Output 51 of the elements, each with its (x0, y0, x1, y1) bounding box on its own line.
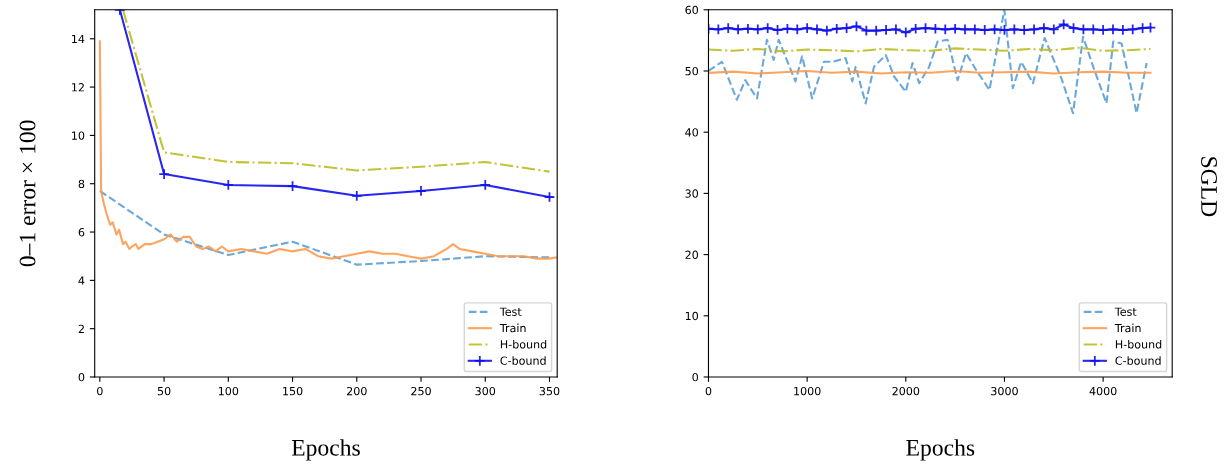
legend-label: Train (499, 323, 526, 333)
legend-label: C-bound (500, 356, 546, 365)
legend-label: H-bound (500, 339, 547, 349)
x-tick-label: 300 (475, 386, 496, 396)
legend-label: H-bound (1115, 339, 1162, 349)
legend-label: Test (499, 307, 522, 316)
line-series (121, 9, 551, 173)
point (479, 179, 492, 191)
point (415, 185, 427, 197)
y-tick-label: 30 (685, 189, 699, 198)
point (222, 179, 235, 191)
y-tick-label: 60 (685, 5, 699, 15)
x-tick-label: 200 (346, 386, 367, 396)
y-tick-label: 20 (685, 250, 699, 259)
point (351, 190, 363, 202)
y-tick-label: 0 (78, 372, 85, 382)
y-tick-label: 8 (78, 179, 85, 189)
legend-label: Test (1114, 307, 1137, 316)
x-tick-label: 100 (218, 386, 239, 396)
y-tick-label: 10 (685, 311, 699, 321)
y-tick-label: 0 (692, 372, 699, 382)
y-tick-label: 14 (72, 34, 85, 43)
line-series (98, 189, 551, 266)
y-tick-label: 40 (685, 128, 699, 137)
y-tick-label: 50 (685, 66, 699, 76)
x-axis-title: Epochs (906, 439, 975, 461)
point (286, 180, 299, 192)
x-tick-label: 0 (705, 386, 712, 396)
x-tick-label: 150 (283, 386, 303, 396)
y-axis-title: 0–1 error × 100 (19, 120, 36, 267)
line-series (98, 40, 557, 260)
y-tick-label: 6 (78, 228, 85, 237)
y-tick-label: 2 (78, 324, 84, 333)
text: SGLD (1201, 157, 1217, 217)
x-tick-label: 50 (157, 386, 171, 396)
legend-label: C-bound (1115, 356, 1161, 365)
point (543, 191, 556, 203)
x-tick-label: 350 (539, 386, 560, 396)
y-tick-label: 10 (72, 131, 85, 140)
x-axis-title: Epochs (291, 439, 360, 461)
legend-label: Train (1114, 323, 1141, 333)
x-tick-label: 4000 (1089, 386, 1117, 396)
x-tick-label: 1000 (794, 386, 821, 396)
x-tick-label: 2000 (892, 386, 920, 396)
y-tick-label: 12 (72, 83, 84, 92)
line-series (708, 9, 1148, 115)
x-tick-label: 0 (97, 386, 103, 396)
point (158, 168, 170, 180)
x-tick-label: 3000 (991, 386, 1018, 396)
y-tick-label: 4 (78, 276, 85, 285)
x-tick-label: 250 (411, 386, 431, 396)
